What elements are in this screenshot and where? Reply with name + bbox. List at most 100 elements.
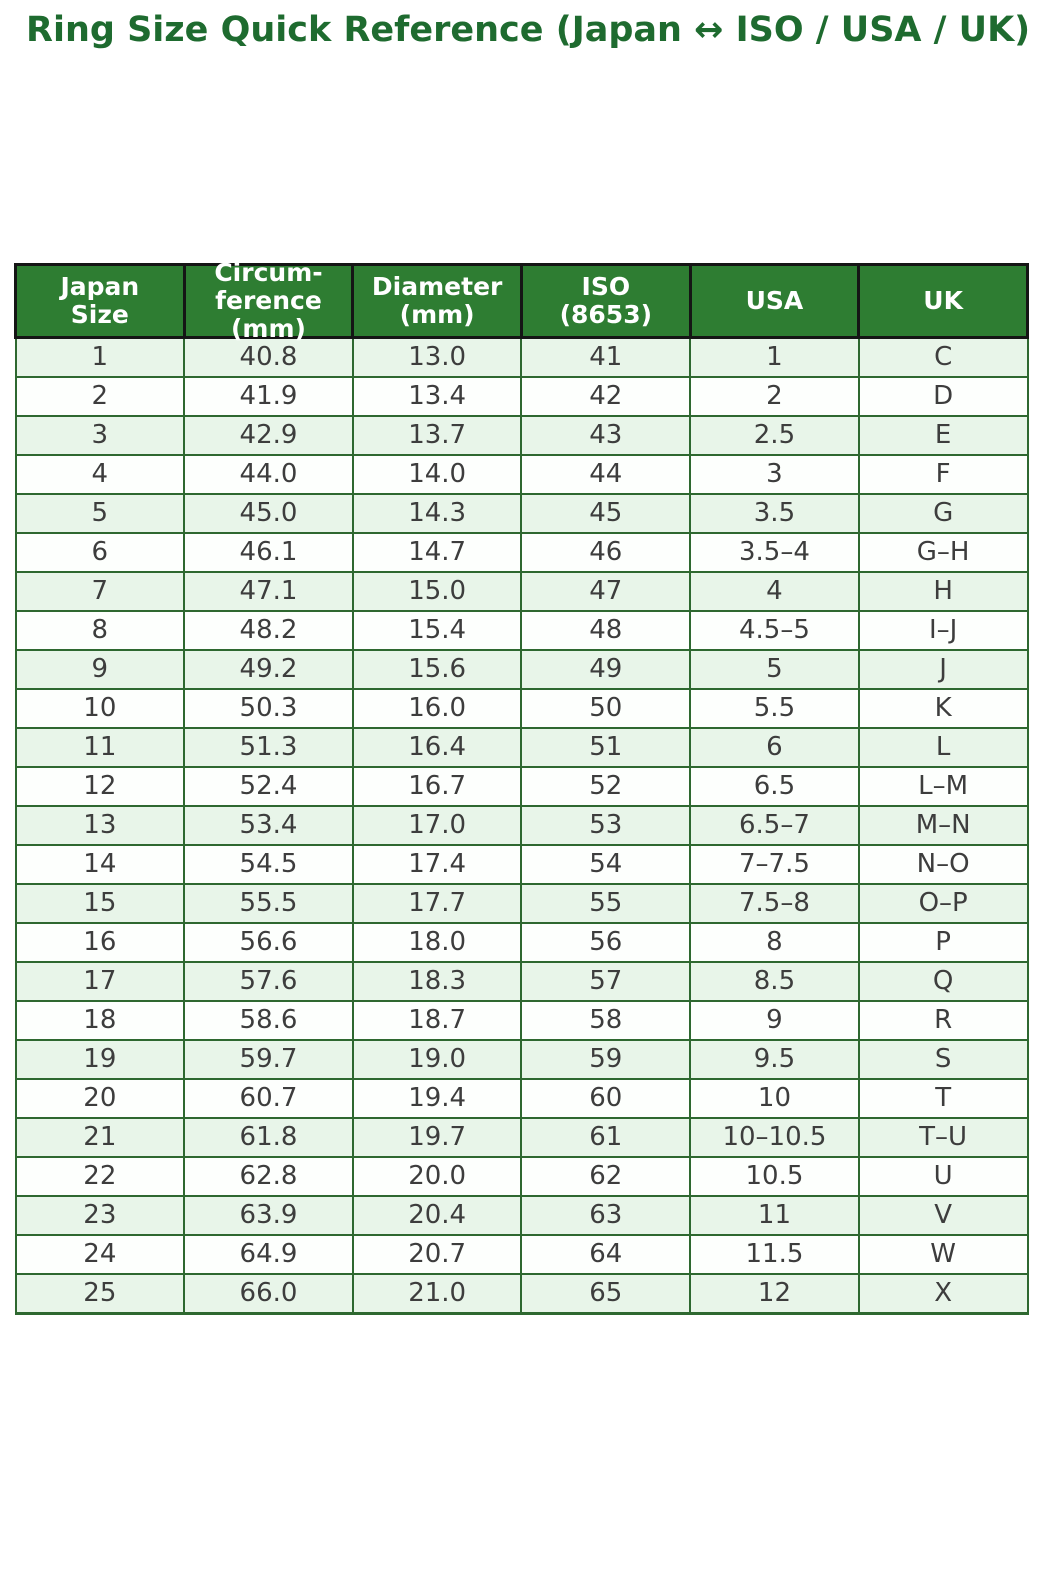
column-header-circum-ference-mm: Circum- ference (mm) xyxy=(182,259,355,343)
table-row: 12 52.4 16.7 52 6.5 L–M xyxy=(14,766,1029,807)
cell-circum-ference-mm: 49.2 xyxy=(183,649,354,690)
cell-diameter-mm: 19.0 xyxy=(351,1039,523,1080)
cell-diameter-mm: 15.6 xyxy=(351,649,523,690)
cell-uk: X xyxy=(857,1273,1029,1315)
cell-japan-size: 14 xyxy=(14,844,186,885)
cell-uk: L–M xyxy=(857,766,1029,807)
cell-usa: 2.5 xyxy=(689,415,860,456)
cell-iso-8653: 42 xyxy=(520,376,692,417)
cell-iso-8653: 57 xyxy=(520,961,692,1002)
cell-iso-8653: 41 xyxy=(520,336,692,378)
cell-japan-size: 6 xyxy=(14,532,186,573)
ring-size-table-container: Japan Size Circum- ference (mm) Diameter (… xyxy=(14,259,1029,1315)
cell-japan-size: 11 xyxy=(14,727,186,768)
cell-usa: 7–7.5 xyxy=(689,844,860,885)
cell-usa: 8 xyxy=(689,922,860,963)
table-header: Japan Size Circum- ference (mm) Diameter (… xyxy=(14,259,1029,343)
cell-diameter-mm: 18.0 xyxy=(351,922,523,963)
table-row: 14 54.5 17.4 54 7–7.5 N–O xyxy=(14,844,1029,885)
cell-uk: H xyxy=(857,571,1029,612)
ring-size-table: Japan Size Circum- ference (mm) Diameter (… xyxy=(14,259,1029,1315)
cell-iso-8653: 54 xyxy=(520,844,692,885)
cell-uk: J xyxy=(857,649,1029,690)
table-row: 16 56.6 18.0 56 8 P xyxy=(14,922,1029,963)
cell-japan-size: 9 xyxy=(14,649,186,690)
cell-iso-8653: 48 xyxy=(520,610,692,651)
cell-uk: R xyxy=(857,1000,1029,1041)
cell-usa: 6 xyxy=(689,727,860,768)
cell-uk: O–P xyxy=(857,883,1029,924)
cell-japan-size: 5 xyxy=(14,493,186,534)
cell-uk: S xyxy=(857,1039,1029,1080)
page-title: Ring Size Quick Reference (Japan ↔ ISO /… xyxy=(26,10,1031,50)
cell-iso-8653: 56 xyxy=(520,922,692,963)
cell-circum-ference-mm: 42.9 xyxy=(183,415,354,456)
cell-circum-ference-mm: 54.5 xyxy=(183,844,354,885)
table-row: 7 47.1 15.0 47 4 H xyxy=(14,571,1029,612)
cell-uk: U xyxy=(857,1156,1029,1197)
column-header-japan-size: Japan Size xyxy=(14,263,186,339)
cell-circum-ference-mm: 60.7 xyxy=(183,1078,354,1119)
cell-usa: 11.5 xyxy=(689,1234,860,1275)
cell-japan-size: 21 xyxy=(14,1117,186,1158)
cell-japan-size: 16 xyxy=(14,922,186,963)
cell-diameter-mm: 19.4 xyxy=(351,1078,523,1119)
cell-diameter-mm: 13.4 xyxy=(351,376,523,417)
cell-diameter-mm: 17.0 xyxy=(351,805,523,846)
cell-usa: 2 xyxy=(689,376,860,417)
cell-diameter-mm: 16.7 xyxy=(351,766,523,807)
cell-uk: W xyxy=(857,1234,1029,1275)
table-body: 1 40.8 13.0 41 1 C 2 41.9 13.4 42 2 D 3 42.9 13.7 43 2.5… xyxy=(14,336,1029,1315)
cell-circum-ference-mm: 57.6 xyxy=(183,961,354,1002)
cell-diameter-mm: 13.7 xyxy=(351,415,523,456)
cell-usa: 3.5 xyxy=(689,493,860,534)
cell-circum-ference-mm: 40.8 xyxy=(183,336,354,378)
cell-diameter-mm: 14.0 xyxy=(351,454,523,495)
cell-diameter-mm: 13.0 xyxy=(351,336,523,378)
table-row: 15 55.5 17.7 55 7.5–8 O–P xyxy=(14,883,1029,924)
cell-iso-8653: 49 xyxy=(520,649,692,690)
table-row: 24 64.9 20.7 64 11.5 W xyxy=(14,1234,1029,1275)
cell-japan-size: 22 xyxy=(14,1156,186,1197)
cell-circum-ference-mm: 56.6 xyxy=(183,922,354,963)
column-header-diameter-mm: Diameter (mm) xyxy=(351,263,523,339)
cell-usa: 4 xyxy=(689,571,860,612)
table-row: 21 61.8 19.7 61 10–10.5 T–U xyxy=(14,1117,1029,1158)
table-row: 20 60.7 19.4 60 10 T xyxy=(14,1078,1029,1119)
cell-iso-8653: 55 xyxy=(520,883,692,924)
cell-japan-size: 17 xyxy=(14,961,186,1002)
cell-usa: 11 xyxy=(689,1195,860,1236)
cell-usa: 9 xyxy=(689,1000,860,1041)
cell-diameter-mm: 14.3 xyxy=(351,493,523,534)
cell-iso-8653: 47 xyxy=(520,571,692,612)
cell-iso-8653: 50 xyxy=(520,688,692,729)
column-header-iso-8653: ISO (8653) xyxy=(519,263,692,339)
cell-japan-size: 2 xyxy=(14,376,186,417)
cell-iso-8653: 62 xyxy=(520,1156,692,1197)
cell-circum-ference-mm: 53.4 xyxy=(183,805,354,846)
table-row: 25 66.0 21.0 65 12 X xyxy=(14,1273,1029,1315)
cell-circum-ference-mm: 66.0 xyxy=(183,1273,354,1315)
cell-japan-size: 3 xyxy=(14,415,186,456)
cell-diameter-mm: 17.4 xyxy=(351,844,523,885)
cell-usa: 9.5 xyxy=(689,1039,860,1080)
cell-iso-8653: 60 xyxy=(520,1078,692,1119)
cell-uk: T–U xyxy=(857,1117,1029,1158)
cell-uk: C xyxy=(857,336,1029,378)
cell-iso-8653: 61 xyxy=(520,1117,692,1158)
cell-japan-size: 18 xyxy=(14,1000,186,1041)
cell-circum-ference-mm: 50.3 xyxy=(183,688,354,729)
table-row: 13 53.4 17.0 53 6.5–7 M–N xyxy=(14,805,1029,846)
cell-uk: V xyxy=(857,1195,1029,1236)
cell-uk: F xyxy=(857,454,1029,495)
cell-circum-ference-mm: 51.3 xyxy=(183,727,354,768)
cell-uk: E xyxy=(857,415,1029,456)
cell-japan-size: 13 xyxy=(14,805,186,846)
cell-diameter-mm: 18.3 xyxy=(351,961,523,1002)
cell-japan-size: 24 xyxy=(14,1234,186,1275)
cell-uk: I–J xyxy=(857,610,1029,651)
cell-iso-8653: 51 xyxy=(520,727,692,768)
cell-japan-size: 20 xyxy=(14,1078,186,1119)
table-row: 19 59.7 19.0 59 9.5 S xyxy=(14,1039,1029,1080)
cell-usa: 3 xyxy=(689,454,860,495)
